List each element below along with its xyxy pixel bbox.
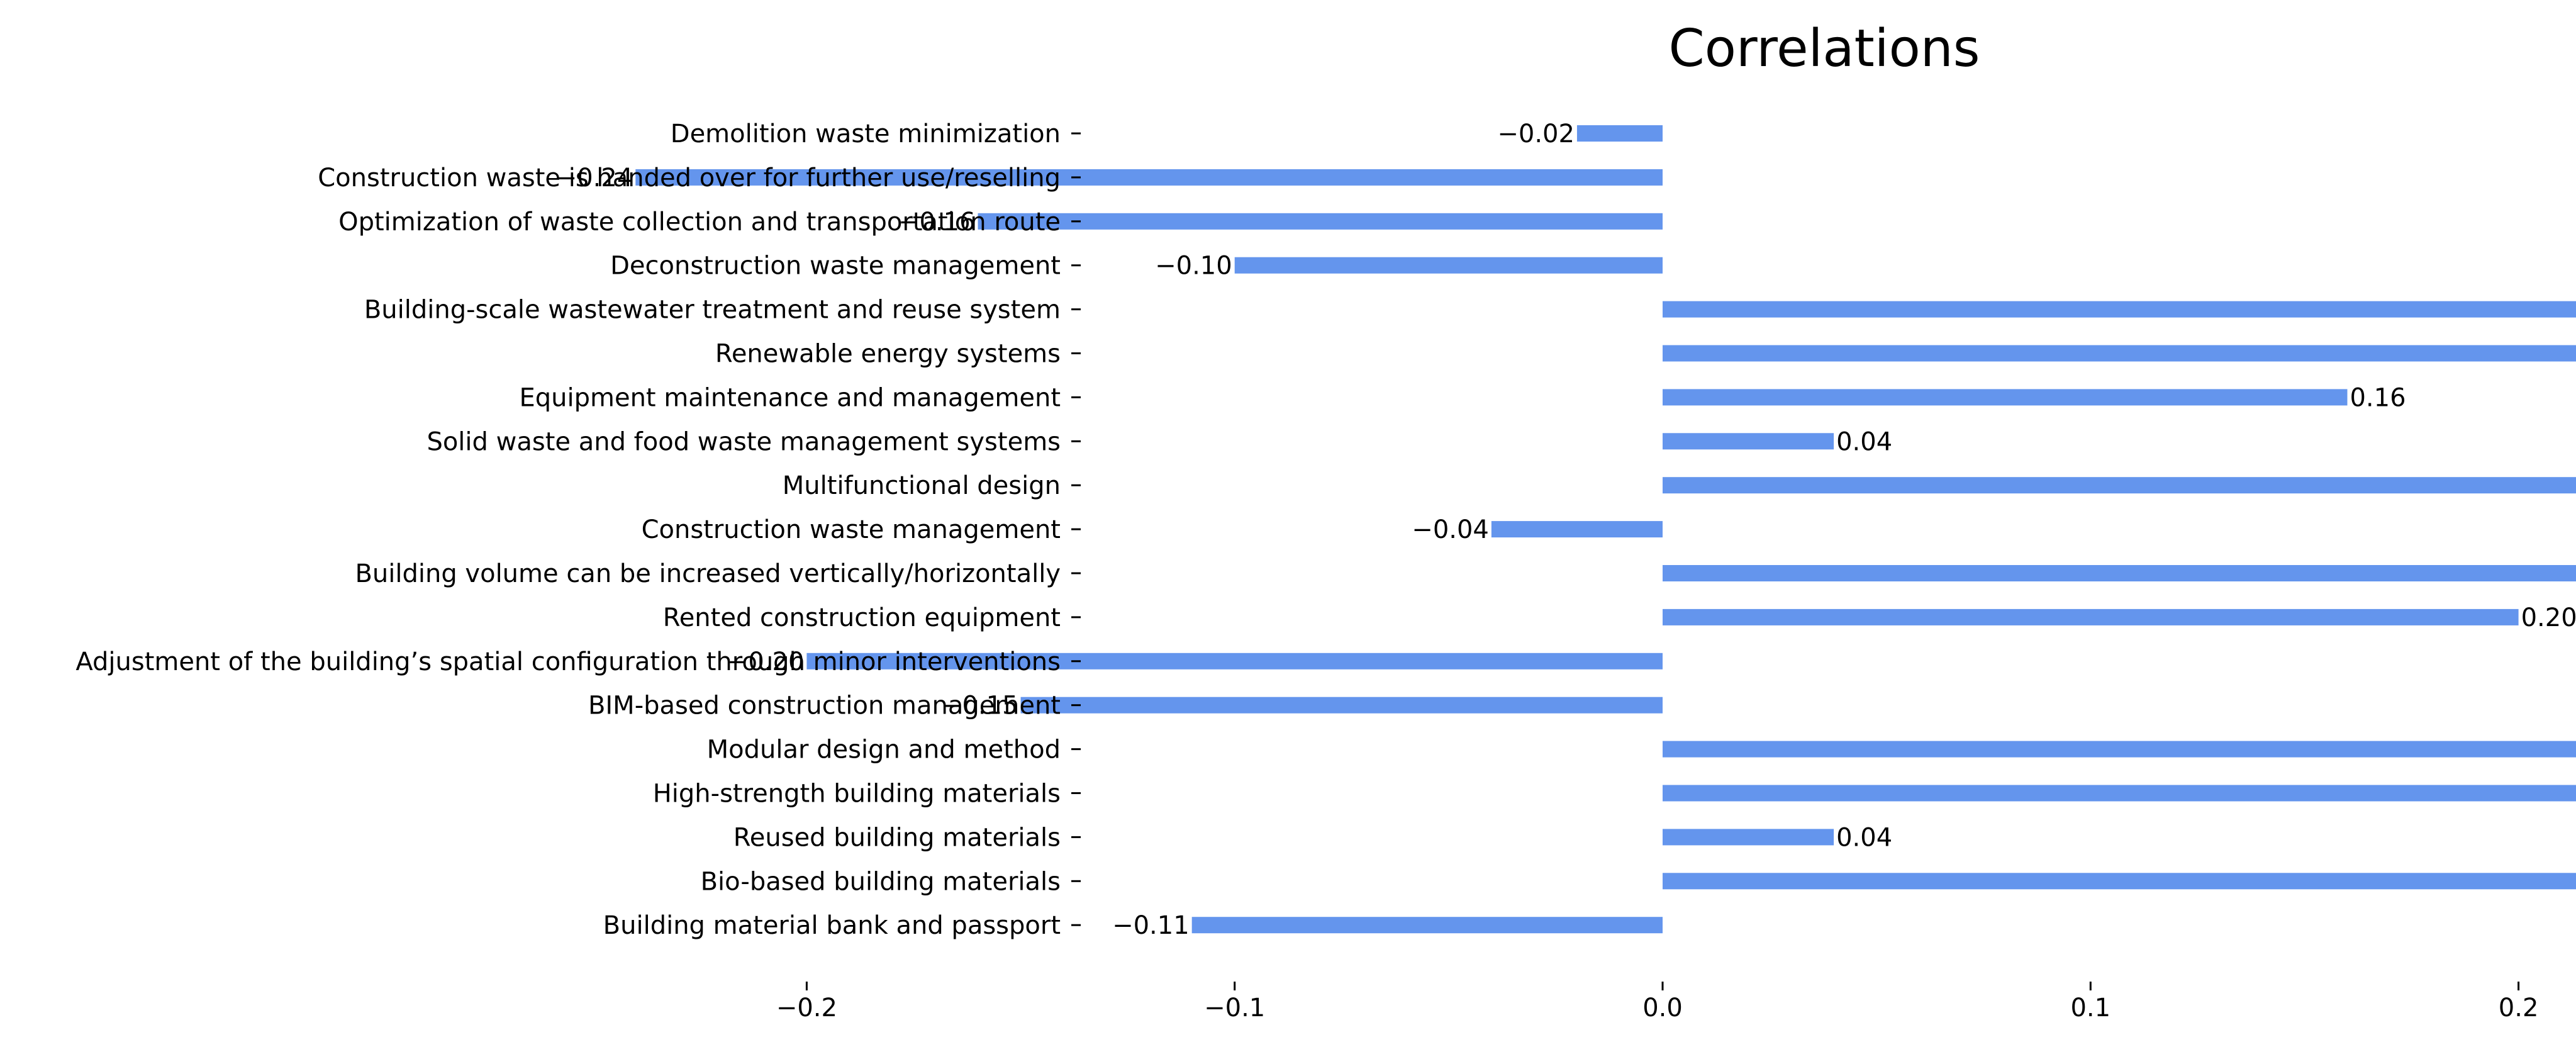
- bar-1: [635, 169, 1663, 186]
- data-label-13: −0.15: [941, 692, 1018, 720]
- bar-9: [1491, 521, 1663, 538]
- y-tick-label-14: Modular design and method: [707, 736, 1061, 765]
- data-label-16: 0.04: [1836, 823, 1892, 852]
- bar-2: [978, 213, 1663, 230]
- bar-11: [1663, 608, 2519, 625]
- data-labels: −0.02−0.24−0.16−0.100.390.290.160.040.34…: [556, 120, 2576, 940]
- bar-4: [1663, 301, 2576, 318]
- data-label-9: −0.04: [1412, 515, 1489, 544]
- data-label-1: −0.24: [556, 164, 633, 193]
- bar-6: [1663, 389, 2348, 406]
- bars-layer: [635, 125, 2576, 934]
- x-tick-label-3: 0.1: [2070, 994, 2110, 1022]
- bar-0: [1576, 125, 1663, 142]
- data-label-7: 0.04: [1836, 427, 1892, 456]
- bar-17: [1663, 873, 2576, 890]
- y-tick-label-5: Renewable energy systems: [715, 340, 1061, 369]
- bar-8: [1663, 477, 2576, 494]
- bar-12: [806, 653, 1663, 669]
- y-tick-label-4: Building-scale wastewater treatment and …: [364, 296, 1061, 325]
- y-tick-label-10: Building volume can be increased vertica…: [355, 559, 1061, 588]
- data-label-3: −0.10: [1155, 252, 1232, 281]
- data-label-0: −0.02: [1497, 120, 1575, 148]
- bar-3: [1234, 257, 1663, 274]
- x-axis-ticks: −0.2−0.10.00.10.20.30.4: [776, 982, 2539, 1022]
- y-tick-label-12: Adjustment of the building’s spatial con…: [75, 647, 1061, 676]
- y-tick-label-2: Optimization of waste collection and tra…: [338, 208, 1061, 237]
- y-tick-label-7: Solid waste and food waste management sy…: [427, 427, 1061, 456]
- y-tick-label-9: Construction waste management: [642, 515, 1061, 544]
- bar-7: [1663, 433, 1834, 450]
- y-tick-label-13: BIM-based construction management: [588, 692, 1061, 720]
- y-tick-label-18: Building material bank and passport: [603, 911, 1061, 940]
- bar-14: [1663, 741, 2576, 758]
- y-tick-label-8: Multifunctional design: [783, 471, 1061, 500]
- bar-10: [1663, 565, 2576, 581]
- data-label-18: −0.11: [1112, 911, 1190, 940]
- y-tick-label-16: Reused building materials: [733, 823, 1061, 852]
- x-tick-label-4: 0.2: [2499, 994, 2539, 1022]
- data-label-11: 0.20: [2521, 603, 2576, 632]
- y-axis-labels: Demolition waste minimization Constructio…: [75, 120, 1081, 940]
- x-tick-label-1: −0.1: [1204, 994, 1265, 1022]
- y-tick-label-1: Construction waste is handed over for fu…: [318, 164, 1061, 193]
- y-tick-label-15: High-strength building materials: [653, 780, 1061, 809]
- y-tick-label-11: Rented construction equipment: [663, 603, 1061, 632]
- data-label-6: 0.16: [2350, 383, 2406, 412]
- bar-16: [1663, 829, 1834, 846]
- y-tick-label-0: Demolition waste minimization: [671, 120, 1061, 148]
- bar-13: [1020, 697, 1663, 714]
- x-tick-label-0: −0.2: [776, 994, 837, 1022]
- chart-title: Correlations: [1669, 19, 1980, 79]
- y-tick-label-6: Equipment maintenance and management: [519, 383, 1061, 412]
- x-tick-label-2: 0.0: [1642, 994, 1683, 1022]
- bar-18: [1191, 917, 1663, 934]
- data-label-2: −0.16: [898, 208, 976, 237]
- y-tick-label-17: Bio-based building materials: [701, 867, 1061, 896]
- bar-5: [1663, 345, 2576, 362]
- data-label-12: −0.20: [727, 647, 805, 676]
- bar-15: [1663, 785, 2576, 802]
- y-tick-label-3: Deconstruction waste management: [610, 252, 1061, 281]
